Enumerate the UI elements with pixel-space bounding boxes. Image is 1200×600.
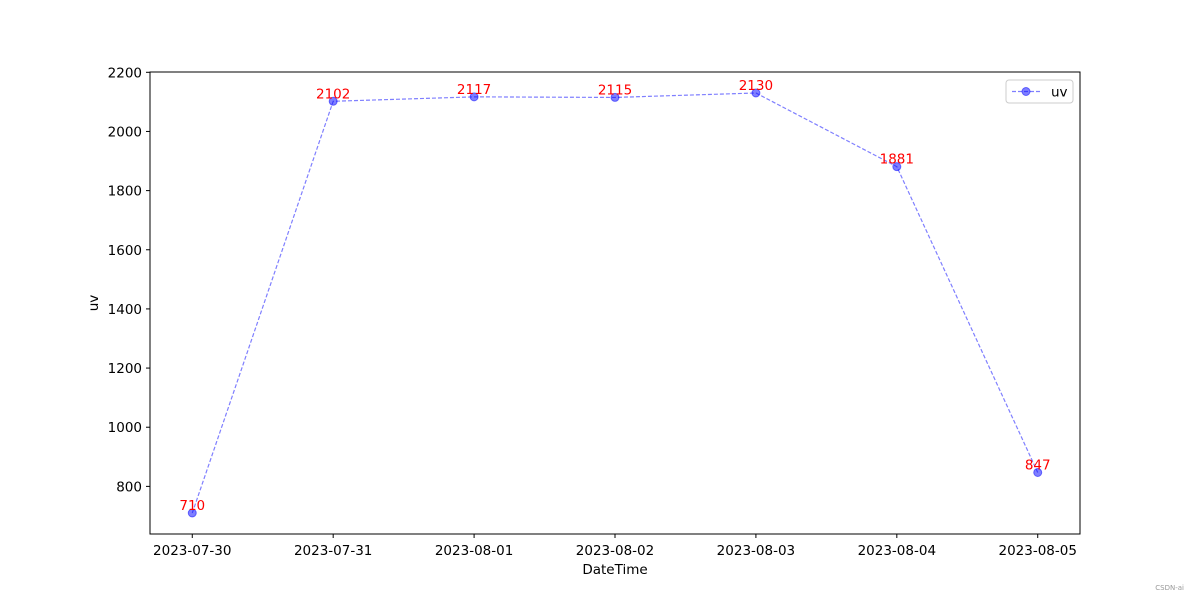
x-tick-label: 2023-08-03 <box>717 543 795 559</box>
y-tick-label: 800 <box>116 479 142 495</box>
data-label: 2117 <box>457 82 491 98</box>
legend-marker <box>1021 87 1031 96</box>
data-label: 2130 <box>739 78 773 94</box>
data-point <box>751 88 761 98</box>
data-label: 1881 <box>880 152 914 168</box>
data-point <box>187 508 197 518</box>
data-label: 710 <box>179 498 205 514</box>
y-tick-label: 1200 <box>108 361 142 377</box>
data-point <box>469 92 479 102</box>
y-tick-label: 1000 <box>108 420 142 436</box>
x-axis-label: DateTime <box>582 562 647 578</box>
y-tick-label: 1800 <box>108 184 142 200</box>
x-tick-label: 2023-07-30 <box>153 543 231 559</box>
y-tick-label: 1400 <box>108 302 142 318</box>
data-label: 847 <box>1025 457 1051 473</box>
data-point <box>328 96 338 106</box>
x-tick-label: 2023-08-04 <box>858 543 936 559</box>
watermark: CSDN-ai <box>1155 584 1184 592</box>
x-tick-label: 2023-07-31 <box>294 543 372 559</box>
data-point <box>1033 467 1043 477</box>
y-axis-label: uv <box>86 295 102 312</box>
data-point <box>610 92 620 102</box>
data-label: 2102 <box>316 86 350 102</box>
x-tick-label: 2023-08-02 <box>576 543 654 559</box>
x-tick-label: 2023-08-01 <box>435 543 513 559</box>
data-label: 2115 <box>598 82 632 98</box>
y-tick-label: 1600 <box>108 243 142 259</box>
legend-label: uv <box>1051 85 1068 101</box>
y-tick-label: 2000 <box>108 124 142 140</box>
data-point <box>892 162 902 172</box>
y-tick-label: 2200 <box>108 65 142 81</box>
x-tick-label: 2023-08-05 <box>998 543 1076 559</box>
